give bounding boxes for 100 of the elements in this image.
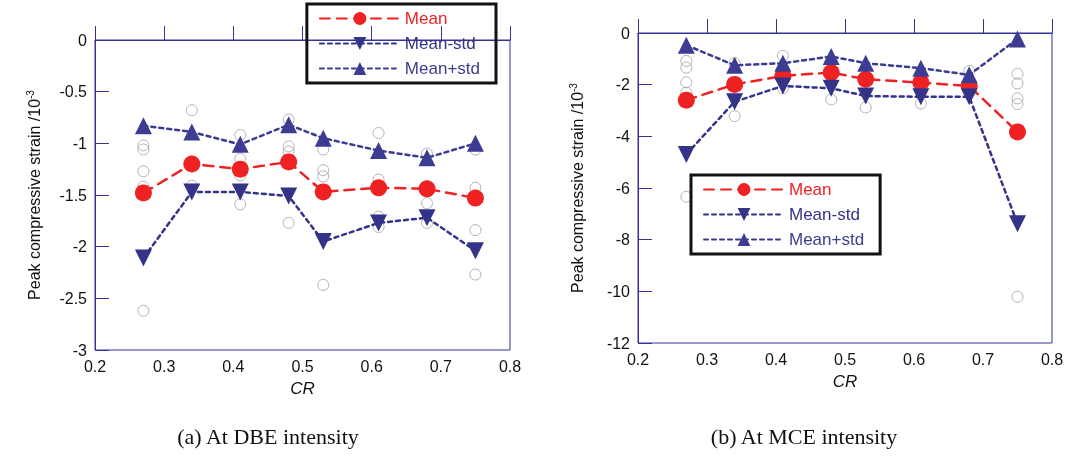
x-tick-label: 0.2 <box>83 357 107 375</box>
point <box>137 143 150 156</box>
point <box>314 233 332 250</box>
x-tick-label: 0.5 <box>291 357 314 375</box>
point <box>776 49 789 62</box>
point <box>314 129 332 147</box>
point <box>137 139 150 152</box>
point <box>280 153 298 171</box>
point <box>370 142 388 160</box>
point <box>822 48 840 66</box>
x-tick-label: 0.2 <box>626 350 650 368</box>
point <box>1011 92 1024 105</box>
y-tick-label: 0 <box>621 24 631 42</box>
y-tick-label: -0.5 <box>59 83 88 101</box>
point <box>680 76 693 89</box>
point <box>185 104 198 117</box>
point <box>280 187 298 205</box>
legend-label: Mean+std <box>404 59 481 78</box>
x-tick-label: 0.8 <box>1040 350 1064 368</box>
point <box>282 140 295 153</box>
point <box>134 117 152 135</box>
point <box>822 79 840 97</box>
point <box>282 216 295 229</box>
x-tick-label: 0.6 <box>902 350 926 368</box>
point <box>677 91 695 109</box>
point <box>677 145 695 163</box>
point <box>372 127 385 139</box>
point <box>1011 77 1024 90</box>
x-tick-label: 0.8 <box>498 357 522 375</box>
point <box>317 170 330 183</box>
point <box>912 59 930 77</box>
x-tick-label: 0.3 <box>153 357 176 375</box>
point <box>469 224 482 237</box>
point <box>231 183 249 201</box>
point <box>234 198 247 211</box>
point <box>469 268 482 281</box>
point <box>728 110 741 123</box>
y-tick-label: -8 <box>615 231 631 249</box>
point <box>726 75 744 93</box>
x-tick-label: 0.5 <box>833 350 857 368</box>
x-axis-title: CR <box>832 372 858 391</box>
point <box>466 134 484 152</box>
y-tick-label: -12 <box>606 334 631 352</box>
x-tick-label: 0.6 <box>360 357 383 375</box>
y-tick-label: -10 <box>606 282 631 300</box>
point <box>680 54 693 67</box>
x-tick-label: 0.7 <box>971 350 995 368</box>
point <box>421 197 433 210</box>
point <box>137 165 150 178</box>
point <box>774 54 792 72</box>
x-axis-title: CR <box>290 379 315 398</box>
legend-label: Mean <box>404 9 448 28</box>
point <box>370 179 388 197</box>
point <box>280 116 298 134</box>
point <box>134 249 152 267</box>
point <box>1009 215 1026 233</box>
point <box>418 209 436 227</box>
y-tick-label: -2.5 <box>59 289 88 307</box>
legend-label: Mean <box>789 180 832 199</box>
point <box>314 183 332 201</box>
point <box>231 160 249 178</box>
point <box>726 93 744 111</box>
point <box>234 129 247 142</box>
y-tick-label: -1.5 <box>59 186 88 204</box>
point <box>466 242 484 260</box>
y-tick-label: 0 <box>78 31 88 49</box>
point <box>912 88 930 106</box>
x-tick-label: 0.4 <box>764 350 788 368</box>
legend-label: Mean-std <box>789 205 860 224</box>
text: (a) At DBE intensity <box>177 423 359 449</box>
point <box>677 36 695 54</box>
point <box>825 93 838 106</box>
point <box>370 214 388 232</box>
point <box>137 304 150 317</box>
point <box>317 278 330 291</box>
text: (b) At MCE intensity <box>710 423 898 449</box>
point <box>859 101 872 114</box>
legend-label: Mean+std <box>789 230 865 249</box>
y-tick-label: -3 <box>72 341 88 359</box>
point <box>857 87 875 105</box>
point <box>857 70 875 88</box>
point <box>418 149 436 167</box>
point <box>183 155 201 173</box>
y-tick-label: -2 <box>615 76 631 94</box>
point <box>1011 290 1024 303</box>
point <box>466 189 484 207</box>
point <box>1011 98 1024 111</box>
point <box>1009 30 1026 48</box>
y-tick-label: -1 <box>72 134 88 152</box>
x-tick-label: 0.7 <box>429 357 453 375</box>
point <box>183 123 201 141</box>
y-tick-label: -2 <box>72 238 88 256</box>
point <box>1011 67 1024 80</box>
point <box>726 56 744 74</box>
point <box>822 64 840 82</box>
point <box>680 61 693 74</box>
point <box>418 180 436 198</box>
point <box>183 183 201 201</box>
y-tick-label: -6 <box>615 179 631 197</box>
point <box>960 88 978 106</box>
